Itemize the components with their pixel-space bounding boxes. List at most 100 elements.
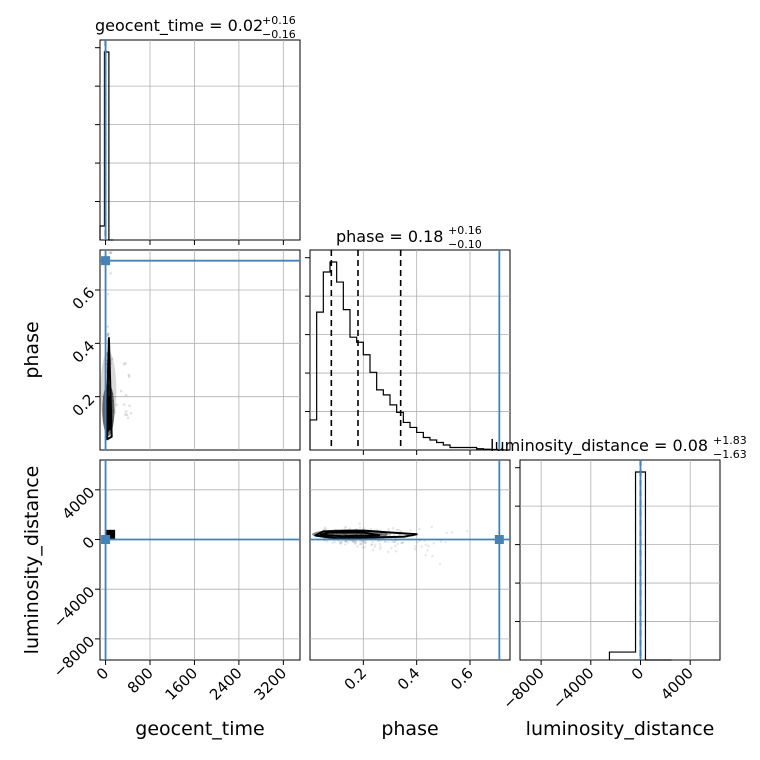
x-tick-label-geocent_time: 2400 xyxy=(206,664,246,704)
x-tick-label-phase: 0.4 xyxy=(394,664,424,694)
sample-point xyxy=(340,541,343,544)
sample-point xyxy=(384,532,387,536)
sample-point xyxy=(363,546,367,549)
sample-point xyxy=(445,531,448,534)
contour-phase-time-inner xyxy=(106,395,111,433)
sample-point xyxy=(401,541,404,545)
title-phase: phase = 0.18 xyxy=(336,227,443,246)
sample-point xyxy=(383,540,387,543)
sample-point xyxy=(371,548,375,551)
truth-marker xyxy=(494,535,504,545)
sample-point xyxy=(424,543,428,547)
sample-point xyxy=(369,527,373,531)
sample-point xyxy=(346,541,350,544)
sample-point xyxy=(339,542,342,545)
sample-point xyxy=(331,541,334,545)
sample-point xyxy=(343,533,346,536)
hist-luminosity-distance xyxy=(608,471,672,661)
sample-point xyxy=(106,333,110,336)
sample-point xyxy=(385,534,388,537)
y-tick-label-luminosity_distance: −4000 xyxy=(50,583,99,632)
x-tick-label-luminosity_distance: 0 xyxy=(628,664,647,683)
sample-point xyxy=(106,325,110,328)
sample-point xyxy=(397,528,400,532)
sample-point xyxy=(107,332,110,335)
histograms xyxy=(99,51,672,661)
x-tick-label-geocent_time: 1600 xyxy=(162,664,202,704)
sample-point xyxy=(426,549,429,552)
sample-point xyxy=(358,543,362,546)
sample-point xyxy=(127,373,131,377)
sample-point xyxy=(395,550,398,553)
sample-point xyxy=(466,530,469,533)
sample-point xyxy=(379,545,382,548)
sample-point xyxy=(427,544,430,548)
sample-point xyxy=(344,540,347,543)
hist-phase xyxy=(309,261,510,451)
ticks: 0 800 1600 2400 3200 0.2 0.4 0.6 −8000 −4000 0 4000… xyxy=(50,47,697,713)
xlabel-phase: phase xyxy=(381,718,438,740)
sample-point xyxy=(343,526,346,530)
x-tick-label-geocent_time: 800 xyxy=(124,664,157,697)
xlabel-luminosity-distance: luminosity_distance xyxy=(526,718,715,740)
ylabel-phase: phase xyxy=(21,321,43,378)
xlabel-geocent-time: geocent_time xyxy=(135,718,264,740)
panel-frame-panel-phase-vs-geocent-time xyxy=(99,249,301,451)
x-tick-label-luminosity_distance: 4000 xyxy=(657,664,697,704)
sample-point xyxy=(343,543,347,546)
sample-point xyxy=(420,545,423,548)
sample-point xyxy=(124,362,127,365)
sample-point xyxy=(414,545,417,548)
sample-point xyxy=(109,251,113,254)
sample-point xyxy=(358,526,362,529)
sample-point xyxy=(351,540,354,543)
sample-point xyxy=(352,540,356,543)
sample-point xyxy=(398,533,401,537)
sample-point xyxy=(361,540,365,543)
truth-lines xyxy=(100,40,642,660)
y-tick-label-luminosity_distance: −8000 xyxy=(50,633,99,682)
x-tick-label-geocent_time: 0 xyxy=(93,664,112,683)
sample-point xyxy=(362,526,366,530)
sample-point xyxy=(387,540,390,543)
x-tick-label-geocent_time: 3200 xyxy=(250,664,290,704)
sample-point xyxy=(370,543,374,546)
sample-point xyxy=(344,539,348,543)
sample-point xyxy=(361,546,364,549)
sample-point xyxy=(381,533,384,536)
sample-point xyxy=(127,375,131,378)
title-geocent-time-plus: +0.16 xyxy=(262,14,296,27)
sample-point xyxy=(323,526,327,529)
sample-point xyxy=(324,528,328,531)
sample-point xyxy=(348,533,351,536)
x-tick-label-luminosity_distance: −8000 xyxy=(499,664,548,713)
sample-point xyxy=(388,534,392,537)
sample-point xyxy=(344,525,348,528)
panel-frame-panel-geocent-time-hist xyxy=(99,39,301,241)
sample-point xyxy=(354,542,358,545)
panel-frame-panel-ld-vs-phase xyxy=(309,459,511,661)
sample-point xyxy=(416,541,419,544)
y-tick-label-luminosity_distance: 4000 xyxy=(59,483,99,523)
sample-point xyxy=(124,394,128,397)
sample-point xyxy=(322,528,326,531)
sample-point xyxy=(392,541,395,544)
sample-point xyxy=(108,251,111,254)
y-tick-label-phase: 0.2 xyxy=(69,390,99,420)
sample-point xyxy=(119,389,123,393)
sample-point xyxy=(348,527,352,530)
sample-point xyxy=(326,540,329,543)
sample-point xyxy=(354,540,358,543)
panel-frame-panel-phase-hist xyxy=(309,249,511,451)
sample-point xyxy=(344,540,348,543)
sample-point xyxy=(439,540,443,543)
truth-marker xyxy=(101,256,111,266)
sample-point xyxy=(388,533,392,536)
sample-point xyxy=(396,542,400,545)
ylabel-luminosity-distance: luminosity_distance xyxy=(21,466,43,655)
sample-point xyxy=(361,540,364,543)
sample-point xyxy=(110,357,114,361)
sample-point xyxy=(364,542,368,545)
sample-point xyxy=(382,533,386,536)
